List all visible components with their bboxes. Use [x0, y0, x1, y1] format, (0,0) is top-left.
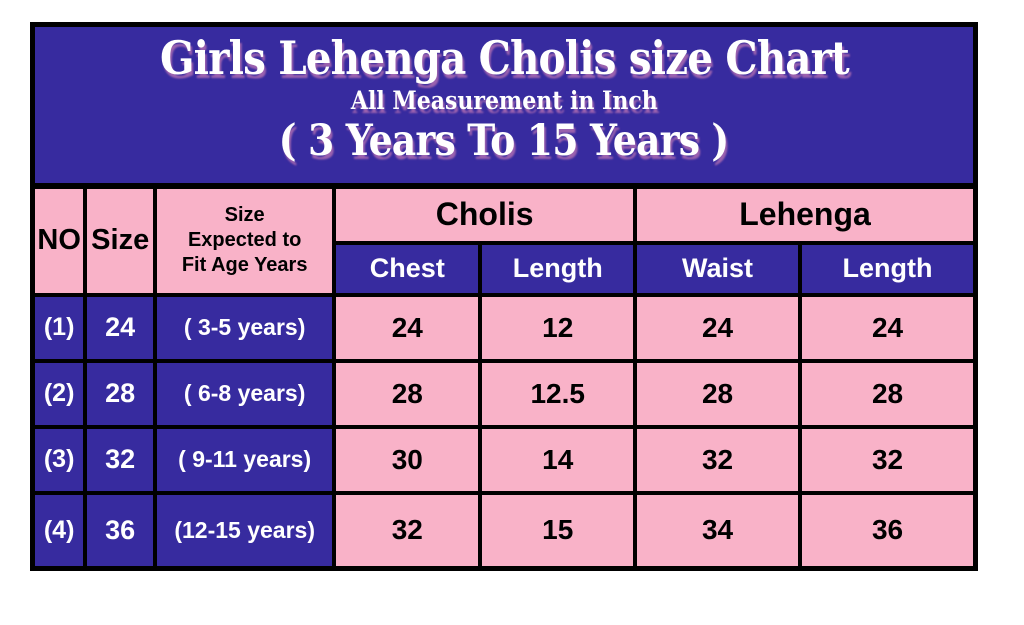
cell-size: 28: [83, 358, 158, 429]
cell-cholis-length: 12.5: [478, 358, 638, 429]
cell-waist: 24: [633, 292, 803, 363]
cell-waist: 32: [633, 424, 803, 495]
cell-age: ( 3-5 years): [153, 292, 337, 363]
group-header-lehenga: Lehenga: [633, 184, 978, 245]
cell-lehenga-length: 36: [798, 490, 978, 571]
cell-no: (3): [30, 424, 88, 495]
cell-no: (2): [30, 358, 88, 429]
cell-chest: 28: [332, 358, 483, 429]
cell-cholis-length: 12: [478, 292, 638, 363]
size-chart: Girls Lehenga Cholis size Chart All Meas…: [30, 22, 978, 571]
cell-chest: 24: [332, 292, 483, 363]
cell-size: 24: [83, 292, 158, 363]
subtitle: All Measurement in Inch: [350, 85, 658, 115]
cell-cholis-length: 15: [478, 490, 638, 571]
col-header-waist: Waist: [633, 240, 803, 297]
table-row: (2) 28 ( 6-8 years) 28 12.5 28 28: [30, 358, 978, 429]
cell-age: (12-15 years): [153, 490, 337, 571]
col-header-size: Size: [83, 184, 158, 297]
cell-chest: 30: [332, 424, 483, 495]
cell-no: (1): [30, 292, 88, 363]
group-header-cholis: Cholis: [332, 184, 638, 245]
col-header-no: NO: [30, 184, 88, 297]
table-row: (3) 32 ( 9-11 years) 30 14 32 32: [30, 424, 978, 495]
cell-lehenga-length: 28: [798, 358, 978, 429]
cell-cholis-length: 14: [478, 424, 638, 495]
cell-size: 36: [83, 490, 158, 571]
col-header-chest: Chest: [332, 240, 483, 297]
cell-waist: 34: [633, 490, 803, 571]
size-table: NO Size Size Expected to Fit Age Years C…: [30, 184, 978, 571]
col-header-age: Size Expected to Fit Age Years: [153, 184, 337, 297]
page-title: Girls Lehenga Cholis size Chart: [159, 31, 850, 85]
table-row: (1) 24 ( 3-5 years) 24 12 24 24: [30, 292, 978, 363]
age-range: ( 3 Years To 15 Years ): [279, 115, 730, 166]
cell-size: 32: [83, 424, 158, 495]
cell-age: ( 9-11 years): [153, 424, 337, 495]
cell-lehenga-length: 24: [798, 292, 978, 363]
cell-waist: 28: [633, 358, 803, 429]
col-header-cholis-length: Length: [478, 240, 638, 297]
cell-age: ( 6-8 years): [153, 358, 337, 429]
cell-chest: 32: [332, 490, 483, 571]
cell-lehenga-length: 32: [798, 424, 978, 495]
cell-no: (4): [30, 490, 88, 571]
col-header-lehenga-length: Length: [798, 240, 978, 297]
table-row: (4) 36 (12-15 years) 32 15 34 36: [30, 490, 978, 571]
title-band: Girls Lehenga Cholis size Chart All Meas…: [30, 22, 978, 186]
